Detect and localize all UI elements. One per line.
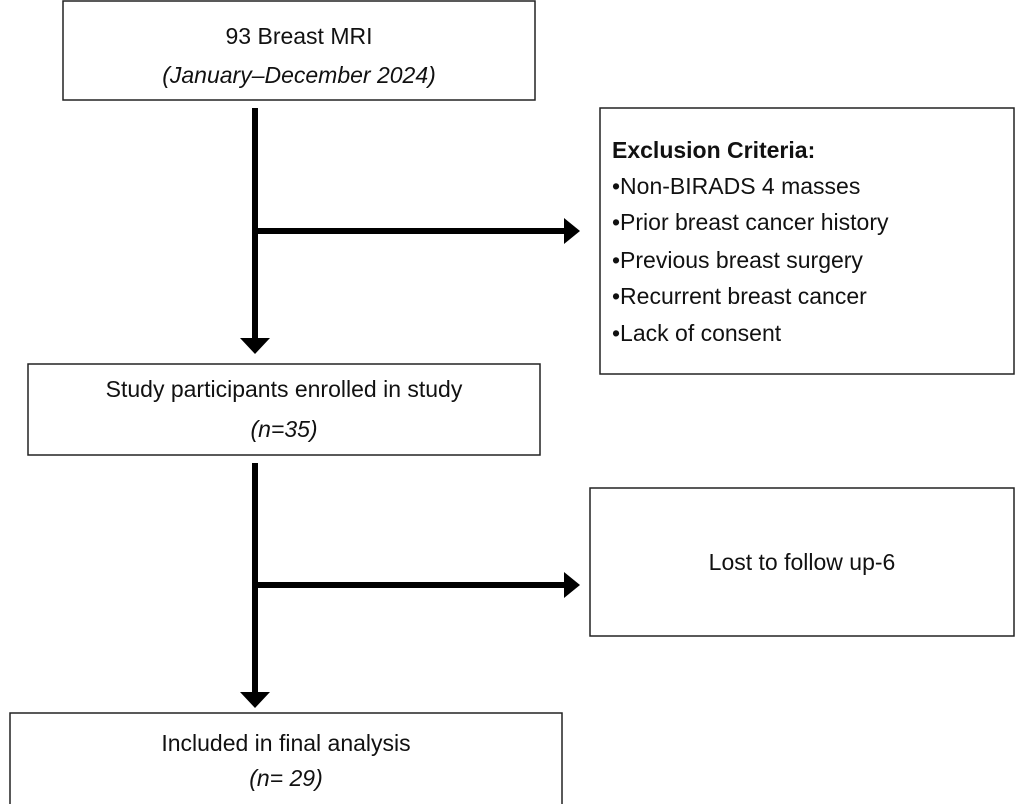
box-final [9, 712, 563, 804]
exclusion-item: •Prior breast cancer history [612, 209, 889, 235]
box-exclusion [599, 107, 1015, 375]
arrowhead [564, 218, 580, 244]
node-note: (n=35) [250, 416, 317, 442]
box-lost [589, 487, 1015, 637]
node-text: Study participants enrolled in study [106, 376, 463, 402]
exclusion-item: •Previous breast surgery [612, 247, 863, 273]
box-enrolled [27, 363, 541, 456]
exclusion-item: •Recurrent breast cancer [612, 283, 867, 309]
lost-text: Lost to follow up-6 [709, 549, 896, 575]
node-note: (January–December 2024) [162, 62, 436, 88]
arrowhead [564, 572, 580, 598]
arrowhead [240, 338, 270, 354]
node-text: Included in final analysis [161, 730, 410, 756]
exclusion-item: •Lack of consent [612, 320, 782, 346]
exclusion-title: Exclusion Criteria: [612, 137, 815, 163]
arrowhead [240, 692, 270, 708]
box-mri [62, 0, 536, 101]
node-note: (n= 29) [249, 765, 323, 791]
node-text: 93 Breast MRI [226, 23, 373, 49]
exclusion-item: •Non-BIRADS 4 masses [612, 173, 860, 199]
